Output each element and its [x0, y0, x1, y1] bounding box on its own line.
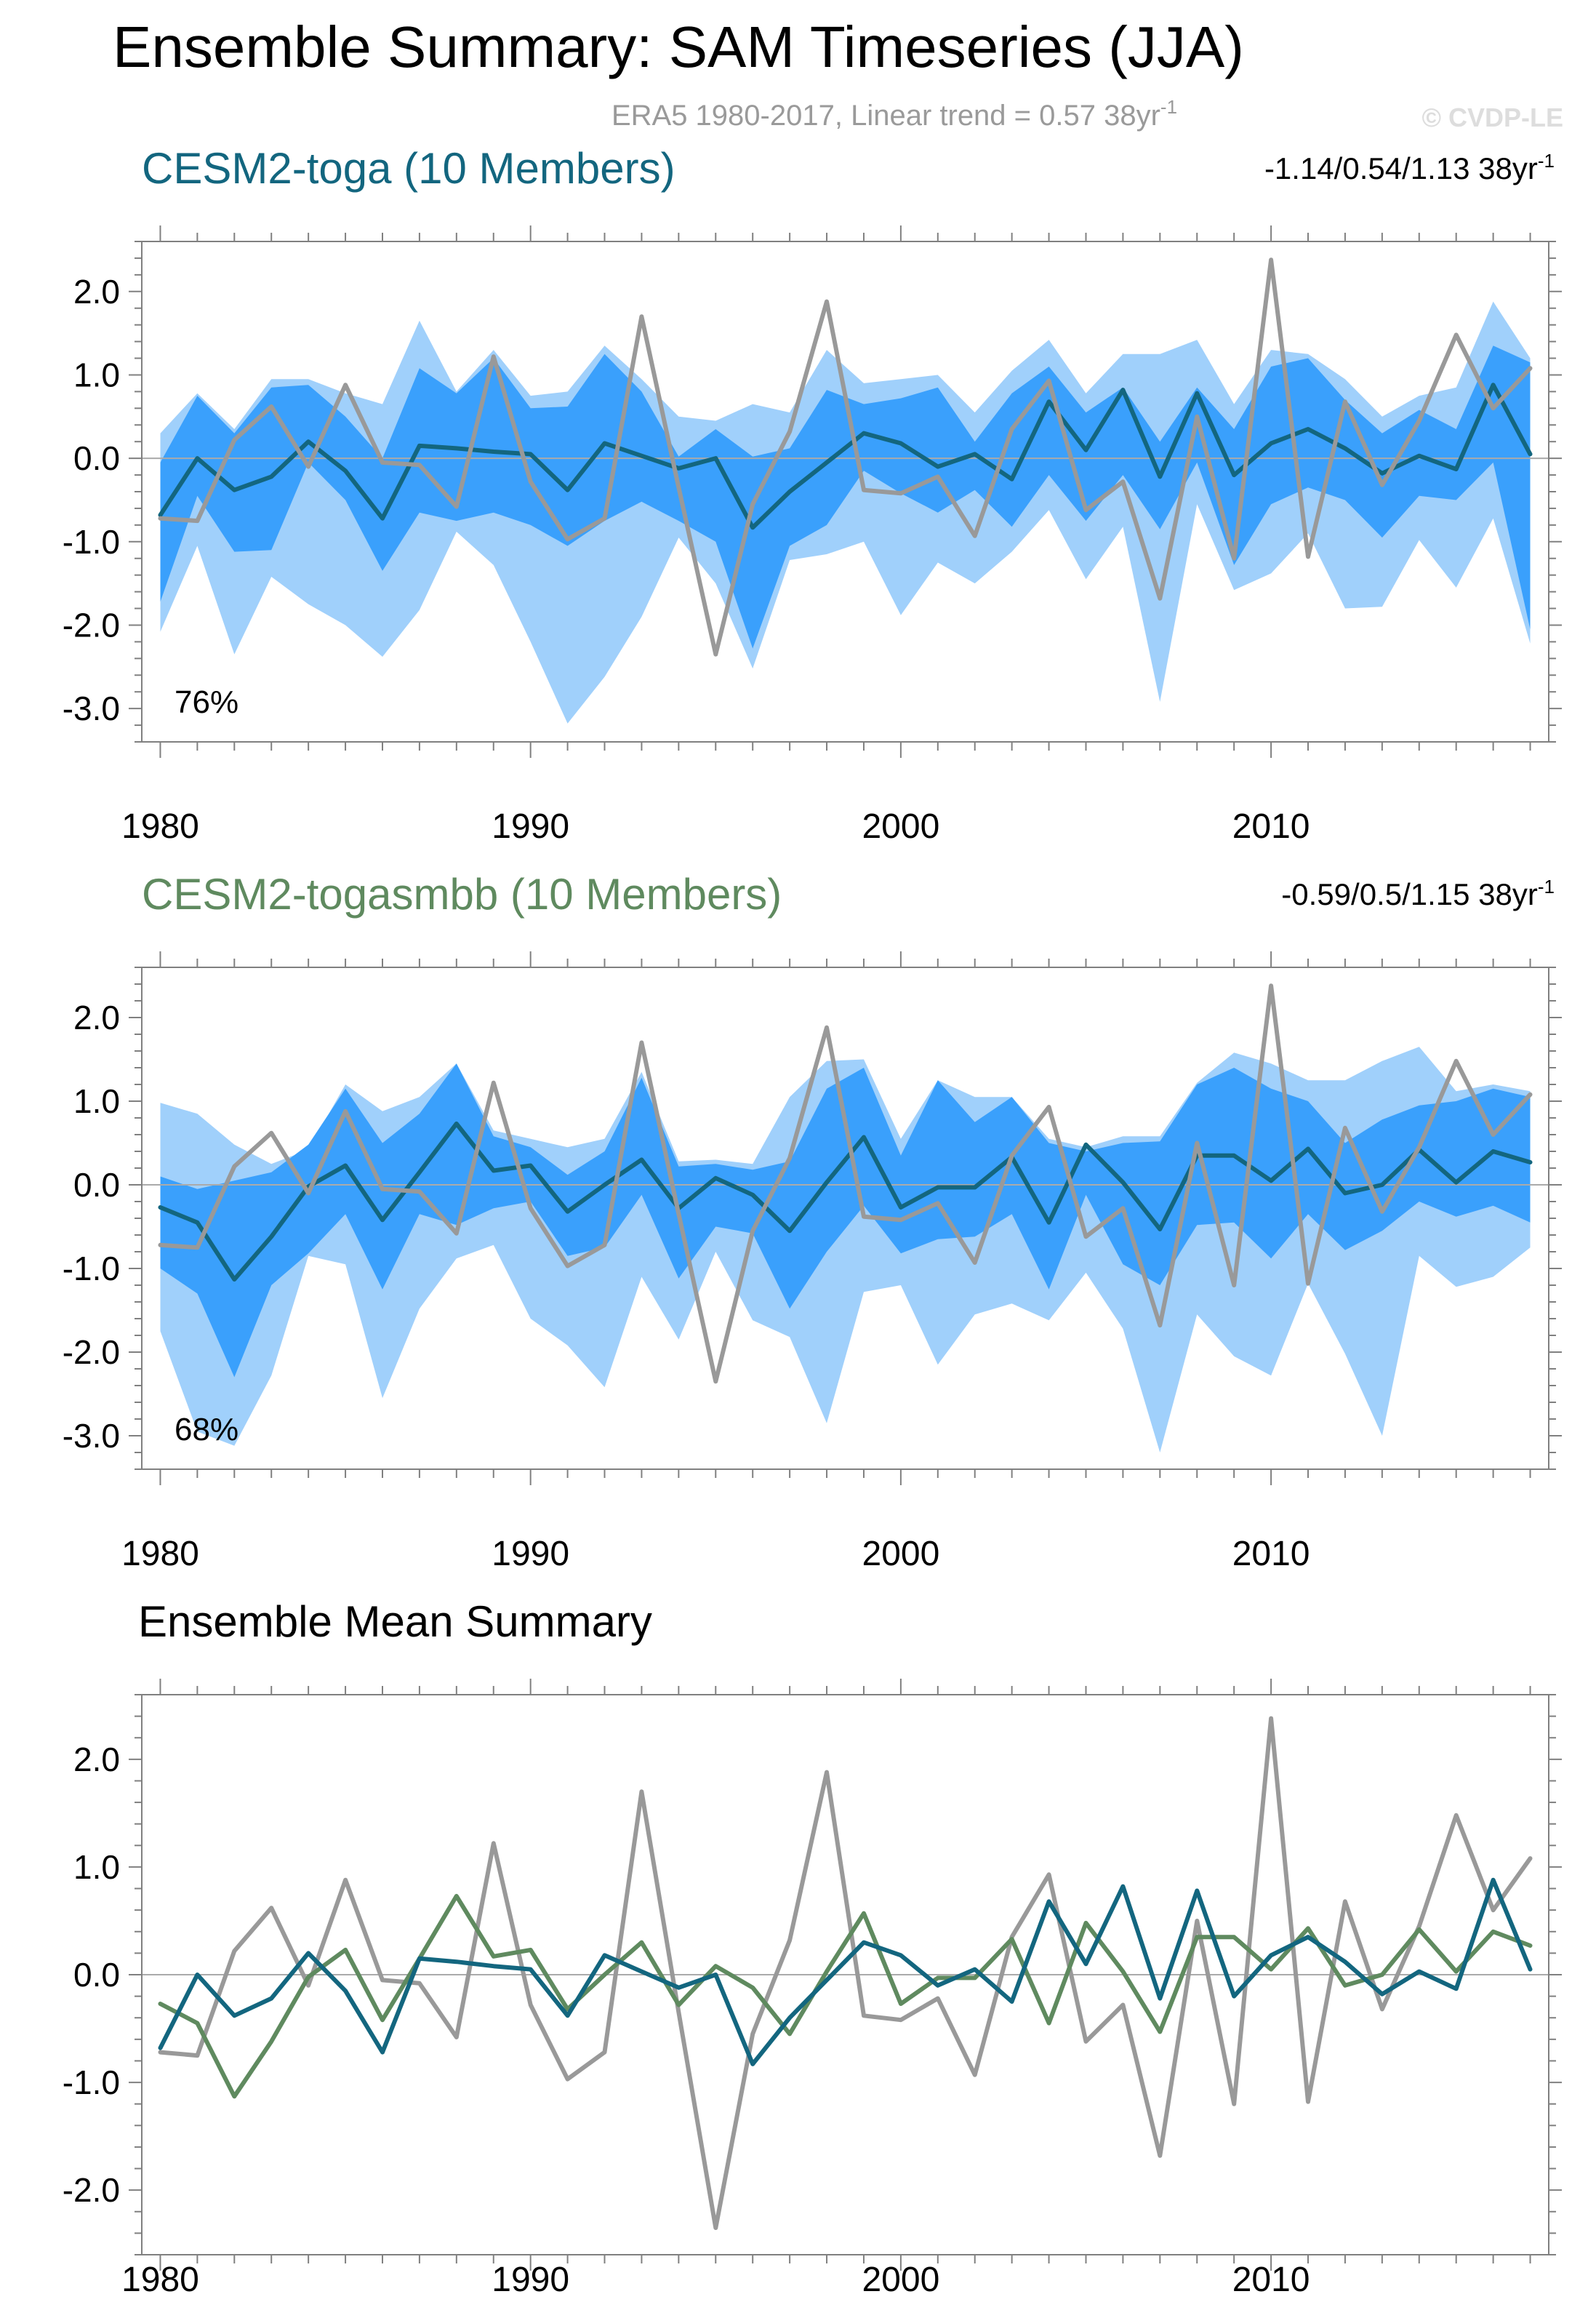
y-tick-label: 0.0 — [73, 1166, 120, 1204]
series-line-era5 — [158, 257, 1533, 657]
chart-panel-3: Ensemble Mean Summary 2.0 1.0 0.0 -1.0 -2.0 19… — [63, 1597, 1562, 2299]
chart-panel-1: CESM2-toga (10 Members) -1.14/0.54/1.13 3… — [63, 144, 1562, 846]
page-subtitle-text: ERA5 1980-2017, Linear trend = 0.57 38yr — [611, 100, 1160, 132]
x-tick-label: 1990 — [492, 1535, 569, 1573]
y-tick-label: 1.0 — [73, 1082, 120, 1120]
trend-label-sup: -1 — [1538, 876, 1555, 898]
y-tick-label: 2.0 — [73, 999, 120, 1036]
x-tick-label: 1980 — [121, 2261, 199, 2299]
spread-band-inner — [160, 345, 1531, 649]
series-line-cesm2-toga-ensemble-mean — [158, 383, 1533, 530]
trend-label: -0.59/0.5/1.15 38yr-1 — [1281, 876, 1555, 911]
y-tick-label: -2.0 — [63, 2171, 120, 2209]
series-line-cesm2-toga — [158, 1877, 1533, 2066]
chart-title: CESM2-toga (10 Members) — [142, 144, 675, 193]
x-tick-label: 2010 — [1232, 2261, 1310, 2299]
watermark: © CVDP-LE — [1421, 103, 1563, 132]
chart-panel-2: CESM2-togasmbb (10 Members) -0.59/0.5/1.1… — [63, 870, 1562, 1573]
spread-band-inner — [160, 1063, 1531, 1378]
trend-label-sup: -1 — [1538, 150, 1555, 172]
y-tick-label: 0.0 — [73, 439, 120, 477]
series-line-cesm2-togasmbb — [158, 1893, 1533, 2099]
x-tick-label: 1980 — [121, 1535, 199, 1573]
y-tick-label: -1.0 — [63, 2063, 120, 2101]
y-tick-label: -1.0 — [63, 1250, 120, 1287]
x-tick-label: 2010 — [1232, 1535, 1310, 1573]
x-tick-label: 1990 — [492, 807, 569, 846]
page-subtitle-sup: -1 — [1160, 96, 1177, 118]
y-tick-label: -2.0 — [63, 1333, 120, 1371]
y-tick-label: 1.0 — [73, 356, 120, 393]
y-tick-label: 2.0 — [73, 273, 120, 311]
y-tick-label: 0.0 — [73, 1956, 120, 1994]
series-line-era5 — [158, 983, 1533, 1384]
x-tick-label: 2000 — [862, 807, 939, 846]
chart-title: Ensemble Mean Summary — [138, 1597, 652, 1646]
y-tick-label: -2.0 — [63, 606, 120, 644]
x-tick-label: 2000 — [862, 2261, 939, 2299]
y-tick-label: -3.0 — [63, 1417, 120, 1455]
trend-label: -1.14/0.54/1.13 38yr-1 — [1264, 150, 1555, 185]
x-tick-label: 2010 — [1232, 807, 1310, 846]
y-tick-label: 1.0 — [73, 1848, 120, 1886]
series-line-cesm2-togasmbb-ensemble-mean — [158, 1122, 1533, 1282]
percent-label: 68% — [175, 1412, 238, 1447]
series-line-era5 — [158, 1716, 1533, 2230]
chart-title: CESM2-togasmbb (10 Members) — [142, 870, 782, 919]
x-tick-label: 2000 — [862, 1535, 939, 1573]
y-tick-label: -1.0 — [63, 523, 120, 561]
trend-label-text: -1.14/0.54/1.13 38yr — [1264, 151, 1538, 185]
page-subtitle: ERA5 1980-2017, Linear trend = 0.57 38yr… — [611, 96, 1177, 132]
page-title: Ensemble Summary: SAM Timeseries (JJA) — [113, 15, 1244, 79]
x-tick-label: 1980 — [121, 807, 199, 846]
y-tick-label: 2.0 — [73, 1741, 120, 1778]
trend-label-text: -0.59/0.5/1.15 38yr — [1281, 877, 1538, 911]
x-tick-label: 1990 — [492, 2261, 569, 2299]
percent-label: 76% — [175, 684, 238, 720]
y-tick-label: -3.0 — [63, 690, 120, 727]
